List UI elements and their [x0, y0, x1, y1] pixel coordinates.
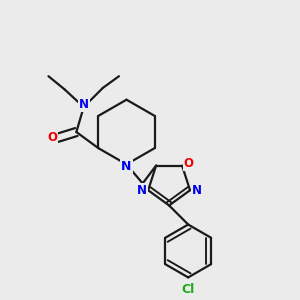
Text: N: N [137, 184, 147, 197]
Text: Cl: Cl [182, 283, 195, 296]
Text: O: O [184, 157, 194, 170]
Text: N: N [121, 160, 132, 173]
Text: N: N [191, 184, 202, 197]
Text: N: N [79, 98, 89, 111]
Text: O: O [47, 131, 57, 144]
